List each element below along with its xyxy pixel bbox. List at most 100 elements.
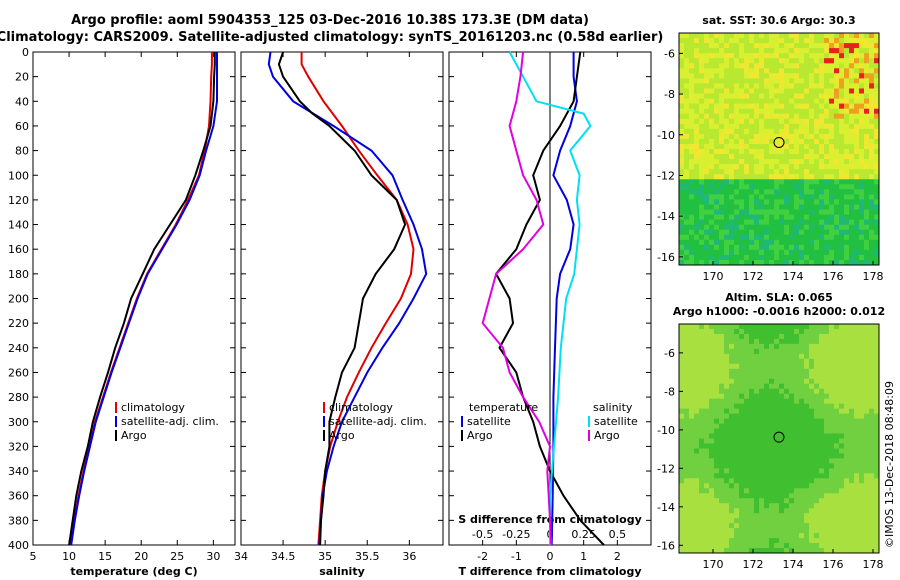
map-cell — [834, 353, 840, 360]
map-cell — [804, 348, 810, 355]
map-cell — [799, 518, 805, 524]
map-cell — [729, 488, 735, 494]
map-cell — [829, 448, 835, 454]
map-cell — [864, 403, 870, 410]
map-cell — [739, 123, 745, 130]
map-cell — [704, 329, 710, 335]
map-cell — [854, 463, 860, 469]
map-cell — [774, 329, 780, 335]
map-cell — [729, 398, 735, 405]
map-cell — [779, 260, 785, 266]
map-cell — [749, 194, 755, 200]
map-cell — [809, 144, 815, 150]
map-cell — [874, 523, 880, 529]
map-cell — [794, 548, 800, 554]
map-cell — [744, 468, 750, 474]
map-cell — [764, 144, 770, 150]
map-cell — [814, 58, 820, 64]
map-cell — [679, 123, 685, 130]
map-cell — [774, 103, 780, 110]
map-cell — [869, 159, 875, 165]
map-cell — [769, 468, 775, 474]
map-cell — [844, 513, 850, 519]
map-cell — [824, 123, 830, 130]
map-cell — [764, 343, 770, 350]
map-cell — [709, 219, 715, 226]
map-cell — [794, 33, 800, 39]
map-cell — [824, 43, 830, 49]
secondary-x-tick-label: 0.25 — [571, 528, 596, 541]
map-cell — [854, 33, 860, 39]
map-cell — [819, 448, 825, 454]
map-cell — [709, 398, 715, 405]
map-cell — [699, 433, 705, 439]
legend-label: satellite — [467, 415, 511, 428]
map-cell — [789, 363, 795, 370]
map-cell — [824, 194, 830, 200]
map-cell — [874, 254, 880, 261]
map-cell — [709, 368, 715, 375]
map-cell — [724, 174, 730, 180]
map-cell — [804, 334, 810, 340]
map-cell — [719, 418, 725, 425]
map-cell — [799, 199, 805, 205]
map-cell — [689, 363, 695, 370]
map-cell — [714, 128, 720, 135]
map-cell — [804, 93, 810, 99]
map-cell — [769, 498, 775, 504]
map-cell — [799, 108, 805, 115]
map-cell — [769, 244, 775, 251]
map-cell — [784, 214, 790, 221]
map-cell — [729, 78, 735, 84]
map-cell — [874, 423, 880, 430]
map-cell — [869, 468, 875, 474]
map-cell — [849, 448, 855, 454]
map-cell — [789, 438, 795, 444]
map-cell — [834, 179, 840, 185]
map-cell — [814, 358, 820, 365]
map-cell — [749, 98, 755, 105]
map-cell — [729, 498, 735, 504]
map-cell — [869, 123, 875, 130]
map-cell — [714, 43, 720, 49]
map-cell — [724, 373, 730, 380]
map-cell — [734, 523, 740, 529]
map-cell — [859, 493, 865, 499]
map-cell — [724, 343, 730, 350]
x-tick-label: 30 — [206, 550, 220, 563]
map-cell — [699, 179, 705, 185]
map-cell — [689, 199, 695, 205]
map-cell — [714, 204, 720, 210]
map-cell — [734, 373, 740, 380]
map-cell — [754, 254, 760, 261]
map-cell — [814, 408, 820, 415]
map-cell — [729, 438, 735, 444]
map-cell — [689, 533, 695, 539]
map-cell — [714, 388, 720, 395]
map-cell — [874, 428, 880, 434]
map-cell — [824, 523, 830, 529]
map-cell — [724, 229, 730, 236]
map-cell — [874, 329, 880, 335]
map-cell — [869, 103, 875, 110]
map-cell — [754, 144, 760, 150]
map-cell — [684, 329, 690, 335]
map-cell — [834, 393, 840, 400]
map-cell — [849, 368, 855, 375]
map-cell — [794, 194, 800, 200]
map-cell — [809, 383, 815, 390]
map-cell — [729, 149, 735, 155]
map-cell — [789, 254, 795, 261]
map-cell — [769, 219, 775, 226]
map-cell — [699, 123, 705, 130]
map-cell — [689, 433, 695, 439]
map-cell — [709, 53, 715, 59]
map-cell — [694, 33, 700, 39]
map-cell — [744, 174, 750, 180]
map-cell — [809, 219, 815, 226]
map-cell — [849, 209, 855, 215]
map-cell — [824, 548, 830, 554]
map-cell — [689, 403, 695, 410]
map-cell — [744, 234, 750, 241]
map-cell — [764, 154, 770, 160]
